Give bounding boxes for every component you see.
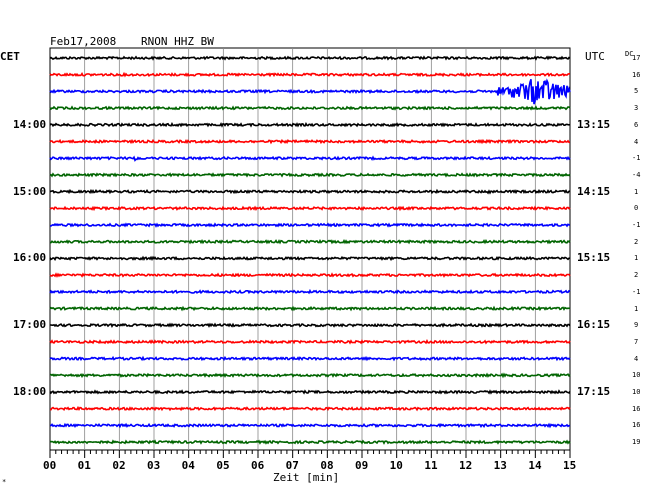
x-tick-label: 03 (147, 459, 161, 472)
trace-16 (50, 322, 571, 329)
trace-11 (49, 238, 571, 245)
dc-offset-label: -4 (632, 170, 641, 179)
left-time-label: 18:00 (13, 385, 47, 398)
x-tick-label: 11 (424, 459, 438, 472)
right-time-label: 15:15 (577, 251, 611, 265)
dc-offset-label: 16 (632, 404, 641, 413)
dc-offset-label: 1 (634, 254, 639, 263)
left-timezone-label: CET (0, 50, 20, 63)
trace-19 (50, 372, 571, 379)
trace-2 (49, 78, 571, 105)
trace-5 (49, 138, 571, 145)
x-tick-label: 10 (389, 459, 403, 472)
x-tick-label: 12 (459, 459, 473, 472)
dc-offset-label: -1 (632, 287, 641, 296)
dc-offset-label: 4 (634, 137, 639, 146)
x-tick-label: 13 (493, 459, 507, 472)
dc-offset-label: 1 (634, 304, 639, 313)
right-time-label: 16:15 (577, 318, 611, 332)
dc-offset-label: 0 (634, 204, 639, 213)
trace-9 (49, 205, 571, 212)
dc-column-label: DC (625, 50, 634, 58)
left-time-label: 17:00 (13, 318, 47, 332)
dc-offset-label: 6 (634, 120, 639, 129)
dc-offset-label: 9 (634, 321, 639, 330)
right-timezone-label: UTC (585, 50, 605, 63)
trace-0 (49, 55, 571, 61)
dc-offset-label: 16 (632, 421, 641, 430)
x-tick-label: 04 (181, 459, 195, 472)
trace-17 (49, 339, 571, 345)
trace-22 (49, 422, 571, 429)
x-tick-label: 06 (251, 459, 265, 472)
dc-offset-label: 4 (634, 354, 639, 363)
x-tick-label: 07 (285, 459, 299, 472)
dc-offset-label: -1 (632, 154, 641, 163)
trace-6 (49, 155, 571, 162)
x-tick-label: 02 (112, 459, 126, 472)
dc-offset-label: 10 (632, 388, 641, 396)
trace-8 (49, 188, 571, 195)
dc-offset-label: 19 (632, 438, 641, 447)
trace-10 (50, 222, 570, 228)
dc-offset-label: 10 (632, 371, 641, 380)
dc-offset-label: 16 (632, 70, 641, 79)
dc-offset-label: 1 (634, 187, 639, 196)
dc-offset-label: 3 (634, 104, 639, 113)
right-time-label: 13:15 (577, 117, 611, 131)
trace-14 (49, 288, 571, 295)
x-tick-label: 01 (77, 459, 91, 472)
trace-3 (49, 105, 571, 111)
trace-20 (49, 389, 571, 395)
right-time-label: 17:15 (577, 385, 611, 398)
trace-15 (49, 305, 571, 312)
date-label: Feb17,2008 (50, 35, 117, 48)
dc-offset-label: 2 (634, 237, 639, 246)
x-tick-label: 00 (43, 459, 57, 472)
trace-7 (49, 172, 571, 178)
station-label: RNON HHZ BW (141, 35, 214, 48)
x-tick-label: 14 (528, 459, 542, 472)
trace-1 (49, 71, 570, 78)
right-time-label: 14:15 (577, 184, 611, 198)
left-time-label: 14:00 (13, 117, 47, 131)
corner-mark: * (2, 478, 7, 486)
left-time-label: 15:00 (13, 184, 47, 198)
dc-offset-label: 17 (632, 54, 641, 62)
dc-offset-label: 2 (634, 271, 639, 280)
trace-23 (49, 439, 571, 445)
left-time-label: 16:00 (13, 251, 47, 265)
trace-4 (49, 121, 571, 128)
trace-21 (49, 405, 571, 412)
x-axis-title: Zeit [min] (273, 471, 340, 484)
x-tick-label: 09 (355, 459, 369, 472)
x-tick-label: 05 (216, 459, 230, 472)
trace-18 (49, 355, 571, 362)
trace-12 (49, 255, 570, 262)
dc-offset-label: -1 (632, 221, 641, 229)
trace-13 (49, 272, 571, 278)
dc-offset-label: 7 (634, 337, 639, 346)
dc-offset-label: 5 (634, 87, 639, 96)
x-tick-label: 08 (320, 459, 334, 472)
x-tick-label: 15 (563, 459, 577, 472)
